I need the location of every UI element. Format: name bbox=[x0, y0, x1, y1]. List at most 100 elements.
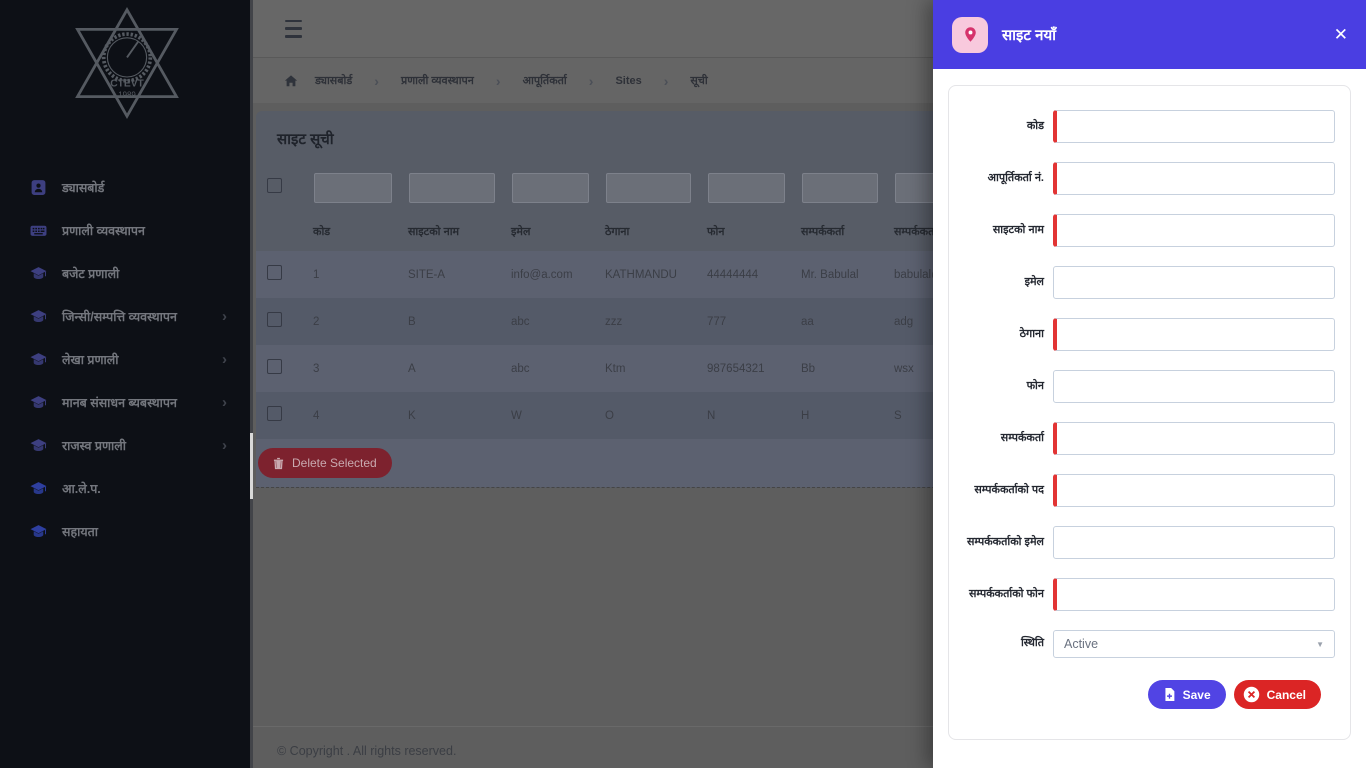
sidebar-item[interactable]: मानब संसाधन ब्यबस्थापन › bbox=[0, 381, 253, 424]
sidebar-item[interactable]: प्रणाली व्यवस्थापन › bbox=[0, 209, 253, 252]
svg-text:CTEVT: CTEVT bbox=[110, 78, 144, 89]
field-input[interactable] bbox=[1053, 318, 1335, 351]
field-label: साइटको नाम bbox=[992, 223, 1044, 236]
sidebar-item-icon bbox=[30, 179, 47, 196]
graduation-cap-icon bbox=[30, 267, 47, 280]
sidebar-item-icon bbox=[30, 394, 47, 411]
cell-contact: Bb bbox=[801, 362, 816, 375]
cancel-button[interactable]: Cancel bbox=[1233, 680, 1321, 709]
sidebar-item[interactable]: सहायता › bbox=[0, 510, 253, 553]
hamburger-menu-icon[interactable] bbox=[285, 19, 307, 38]
save-button[interactable]: Save bbox=[1147, 680, 1226, 709]
column-filter-input[interactable] bbox=[708, 173, 785, 203]
breadcrumb-segment: प्रणाली व्यवस्थापन › bbox=[401, 73, 523, 88]
page-title: साइट सूची bbox=[277, 131, 334, 148]
select-all-checkbox[interactable] bbox=[267, 178, 282, 193]
row-checkbox[interactable] bbox=[267, 405, 282, 421]
cell-code: 2 bbox=[313, 315, 320, 328]
id-badge-icon bbox=[31, 180, 46, 195]
home-icon[interactable] bbox=[284, 74, 298, 88]
field-input[interactable] bbox=[1053, 422, 1335, 455]
row-checkbox[interactable] bbox=[267, 358, 282, 374]
column-filter-input[interactable] bbox=[409, 173, 495, 203]
sidebar-item[interactable]: राजस्व प्रणाली › bbox=[0, 424, 253, 467]
sidebar-item-icon bbox=[30, 523, 47, 540]
sidebar-item-icon bbox=[30, 222, 47, 239]
cell-phone: 44444444 bbox=[707, 268, 759, 281]
field-input[interactable] bbox=[1053, 110, 1335, 143]
field-input[interactable] bbox=[1053, 370, 1335, 403]
sidebar-item[interactable]: आ.ले.प. › bbox=[0, 467, 253, 510]
breadcrumb-chevron-icon: › bbox=[374, 72, 379, 89]
breadcrumb-link[interactable]: आपूर्तिकर्ता bbox=[522, 75, 567, 87]
sidebar-item-label: आ.ले.प. bbox=[62, 482, 101, 496]
column-filter-input[interactable] bbox=[314, 173, 392, 203]
cell-address: KATHMANDU bbox=[605, 268, 677, 281]
breadcrumb-link[interactable]: Sites bbox=[615, 74, 642, 87]
cell-email: W bbox=[511, 409, 522, 422]
cell-code: 3 bbox=[313, 362, 320, 375]
close-icon[interactable]: ✕ bbox=[1333, 25, 1348, 44]
save-file-icon bbox=[1165, 688, 1174, 701]
breadcrumb-segment: सूची › bbox=[690, 73, 756, 88]
cell-site-name: B bbox=[408, 315, 416, 328]
modal-title: साइट नयाँ bbox=[1002, 26, 1057, 44]
filter-cell bbox=[503, 173, 597, 203]
row-checkbox[interactable] bbox=[267, 311, 282, 327]
copyright-text: © Copyright . All rights reserved. bbox=[277, 744, 457, 758]
breadcrumb-link[interactable]: प्रणाली व्यवस्थापन bbox=[400, 75, 474, 87]
sidebar-item[interactable]: जिन्सी/सम्पत्ति व्यवस्थापन › bbox=[0, 295, 253, 338]
sidebar-item-icon bbox=[30, 351, 47, 368]
breadcrumb-segment: ड्यासबोर्ड › bbox=[315, 73, 401, 88]
sidebar-item-icon bbox=[30, 437, 47, 454]
field-label: सम्पर्ककर्ता bbox=[1000, 431, 1044, 444]
cell-site-name: SITE-A bbox=[408, 268, 446, 281]
filter-cell bbox=[699, 173, 793, 203]
cell-email: abc bbox=[511, 362, 530, 375]
breadcrumb-link[interactable]: सूची bbox=[690, 75, 708, 87]
form-field-row: कोड bbox=[949, 110, 1335, 143]
breadcrumb-link[interactable]: ड्यासबोर्ड bbox=[315, 75, 353, 87]
sidebar-item-icon bbox=[30, 308, 47, 325]
sidebar-item[interactable]: बजेट प्रणाली › bbox=[0, 252, 253, 295]
modal-body: कोड आपूर्तिकर्ता नं. साइटको नाम bbox=[933, 69, 1366, 768]
row-checkbox-cell bbox=[256, 311, 305, 332]
sidebar-scrollbar[interactable] bbox=[250, 0, 253, 768]
filter-cell bbox=[597, 173, 699, 203]
sidebar-item[interactable]: लेखा प्रणाली › bbox=[0, 338, 253, 381]
sidebar-item-label: सहायता bbox=[62, 525, 98, 539]
field-input[interactable] bbox=[1053, 474, 1335, 507]
cell-address: Ktm bbox=[605, 362, 626, 375]
sidebar-item[interactable]: ड्यासबोर्ड › bbox=[0, 166, 253, 209]
column-filter-input[interactable] bbox=[802, 173, 878, 203]
graduation-cap-icon bbox=[30, 439, 47, 452]
field-input[interactable] bbox=[1053, 162, 1335, 195]
sidebar-scrollbar-thumb[interactable] bbox=[250, 433, 253, 499]
cell-phone: 987654321 bbox=[707, 362, 765, 375]
field-input[interactable] bbox=[1053, 266, 1335, 299]
cell-email: abc bbox=[511, 315, 530, 328]
field-input[interactable] bbox=[1053, 578, 1335, 611]
breadcrumb-segment: आपूर्तिकर्ता › bbox=[523, 73, 616, 88]
cancel-circle-x-icon bbox=[1243, 686, 1259, 703]
keyboard-icon bbox=[30, 225, 47, 236]
delete-selected-label: Delete Selected bbox=[292, 456, 377, 470]
field-input[interactable] bbox=[1053, 214, 1335, 247]
row-checkbox[interactable] bbox=[267, 264, 282, 280]
field-label: ठेगाना bbox=[1019, 327, 1044, 340]
column-filter-input[interactable] bbox=[512, 173, 589, 203]
ctevt-star-logo-icon: CTEVT 1989 bbox=[74, 6, 179, 120]
map-pin-icon bbox=[952, 16, 988, 53]
column-header: ठेगाना bbox=[605, 225, 630, 238]
status-select[interactable]: Active ▼ bbox=[1053, 630, 1335, 658]
cell-phone: N bbox=[707, 409, 716, 422]
trash-icon bbox=[273, 457, 284, 469]
delete-selected-button[interactable]: Delete Selected bbox=[258, 448, 392, 478]
cell-site-name: A bbox=[408, 362, 416, 375]
field-input[interactable] bbox=[1053, 526, 1335, 559]
cell-contact: aa bbox=[801, 315, 814, 328]
column-filter-input[interactable] bbox=[606, 173, 691, 203]
form-field-row: इमेल bbox=[949, 266, 1335, 299]
sidebar-item-icon bbox=[30, 265, 47, 282]
